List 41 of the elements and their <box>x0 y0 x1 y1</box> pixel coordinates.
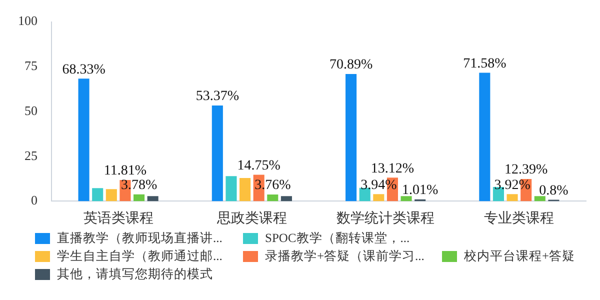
legend-label: SPOC教学（翻转课堂，... <box>265 230 410 247</box>
data-label: 53.37% <box>196 89 240 104</box>
y-tick-label: 0 <box>31 192 38 208</box>
bar <box>78 78 90 202</box>
bar <box>212 105 223 202</box>
bar <box>267 194 278 202</box>
bar <box>346 74 357 202</box>
bar <box>92 188 104 202</box>
bar <box>479 72 490 202</box>
legend-label: 其他，请填写您期待的模式 <box>57 266 213 283</box>
x-tick-label: 专业类课程 <box>484 210 554 226</box>
bar <box>226 176 237 202</box>
bar <box>240 178 251 202</box>
data-label: 71.58% <box>463 56 507 72</box>
y-tick-label: 75 <box>24 58 38 74</box>
data-label: 13.12% <box>370 161 414 176</box>
x-tick-label: 数学统计类课程 <box>336 210 435 226</box>
y-tick-label: 50 <box>24 102 38 118</box>
bar <box>147 196 158 202</box>
data-label: 1.01% <box>402 183 438 198</box>
bar <box>373 194 384 202</box>
bar <box>134 194 145 202</box>
bar <box>280 196 292 202</box>
bar <box>506 194 518 202</box>
data-label: 0.8% <box>539 183 569 198</box>
x-tick-label: 英语类课程 <box>83 210 154 226</box>
y-tick-label: 25 <box>24 148 38 163</box>
x-tick-label: 思政类课程 <box>216 210 287 226</box>
y-tick-label: 100 <box>18 13 38 28</box>
data-label: 68.33% <box>62 62 106 78</box>
legend-label: 录播教学+答疑（课前学习... <box>265 248 424 265</box>
bar <box>106 189 117 202</box>
data-label: 70.89% <box>329 58 373 73</box>
legend-label: 直播教学（教师现场直播讲... <box>57 230 222 247</box>
legend-label: 校内平台课程+答疑 <box>464 248 576 265</box>
data-label: 12.39% <box>504 162 548 178</box>
data-label: 11.81% <box>104 164 147 179</box>
bar <box>400 196 412 202</box>
bar <box>534 196 546 202</box>
legend-label: 学生自主自学（教师通过邮... <box>57 248 222 265</box>
data-label: 14.75% <box>237 158 281 174</box>
